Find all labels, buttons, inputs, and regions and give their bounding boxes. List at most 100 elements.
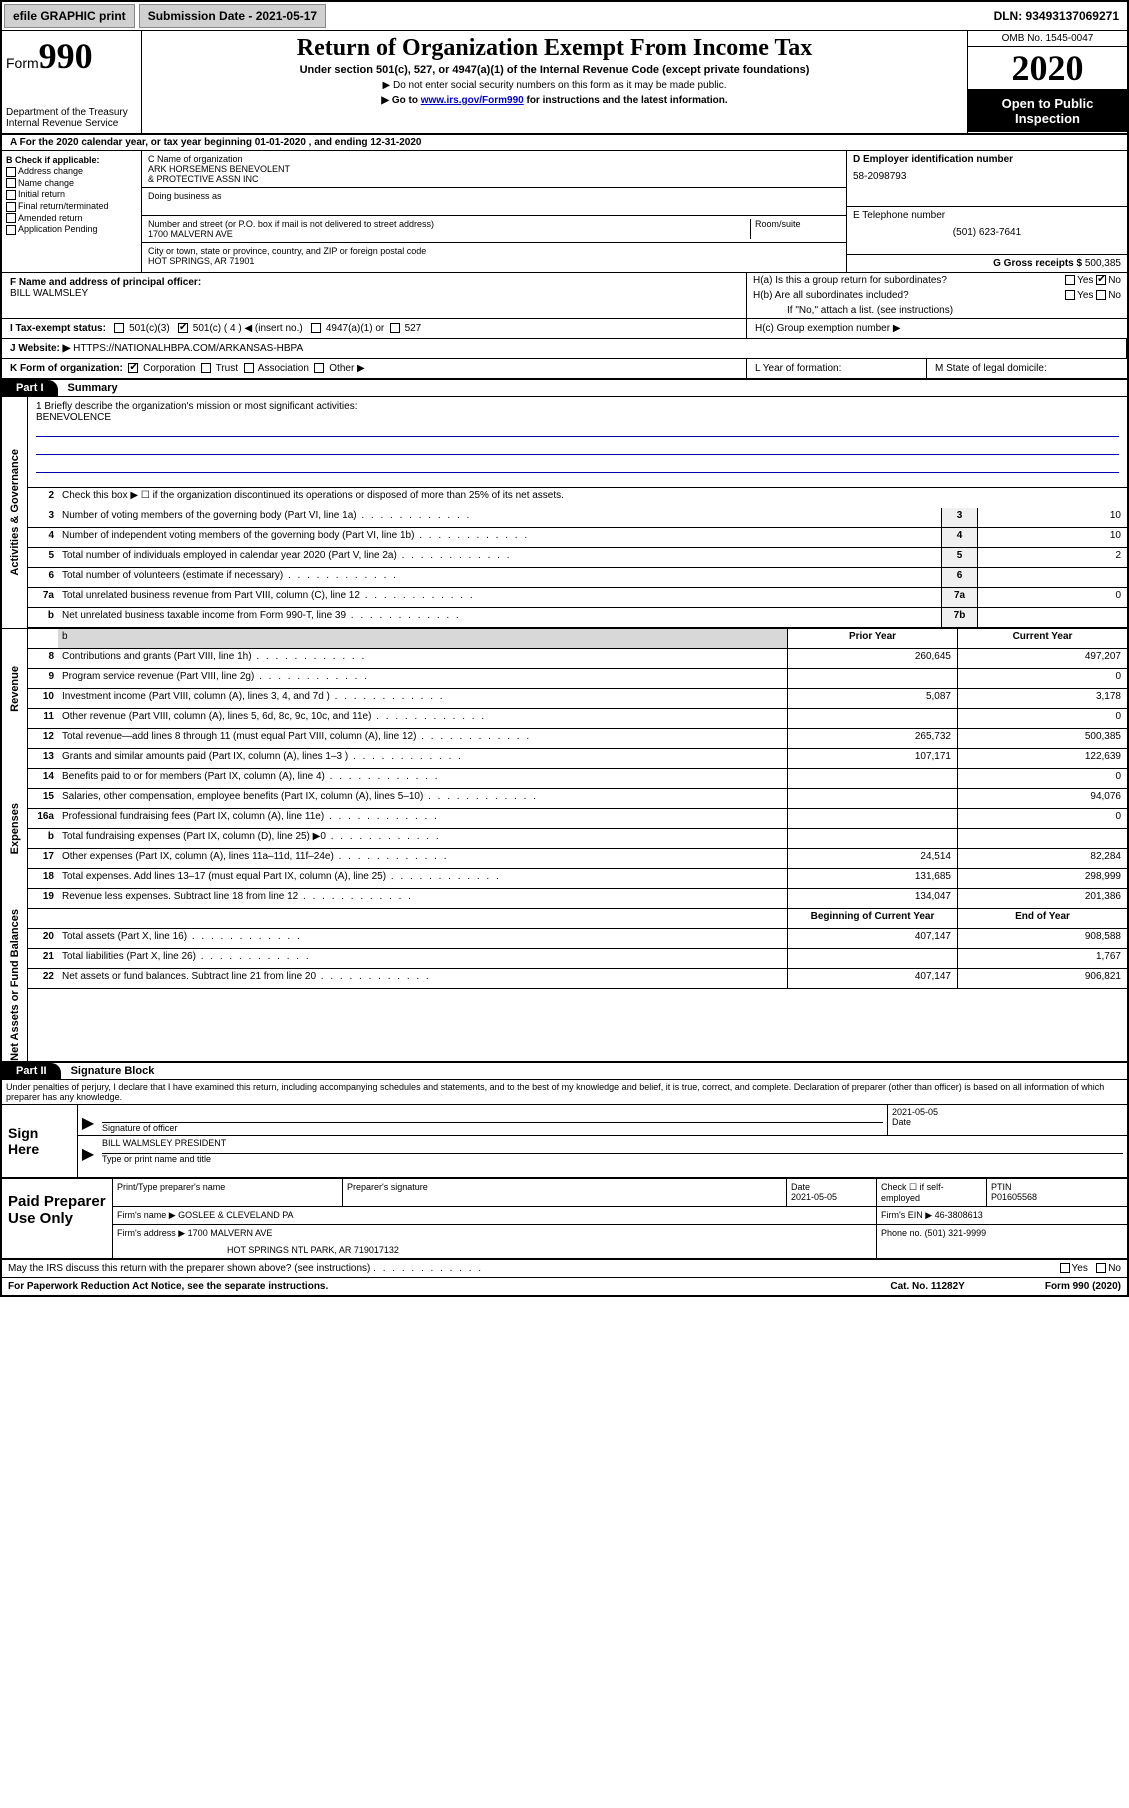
part1-title: Summary xyxy=(58,380,128,396)
two-col-line: 13Grants and similar amounts paid (Part … xyxy=(28,749,1127,769)
line1-label: 1 Briefly describe the organization's mi… xyxy=(36,401,1119,412)
two-col-line: 21Total liabilities (Part X, line 26)1,7… xyxy=(28,949,1127,969)
gov-vert-label: Activities & Governance xyxy=(2,397,28,628)
cb-application-pending[interactable]: Application Pending xyxy=(6,224,137,235)
begin-year-header: Beginning of Current Year xyxy=(787,909,957,928)
l-section: L Year of formation: xyxy=(747,359,927,378)
cb-527[interactable] xyxy=(390,323,400,333)
cb-trust[interactable] xyxy=(201,363,211,373)
sign-here-section: Sign Here ▶ Signature of officer 2021-05… xyxy=(2,1105,1127,1179)
org-name: ARK HORSEMENS BENEVOLENT & PROTECTIVE AS… xyxy=(148,164,840,184)
current-year-header: Current Year xyxy=(957,629,1127,648)
name-title-label: Type or print name and title xyxy=(102,1154,1123,1164)
two-col-line: bTotal fundraising expenses (Part IX, co… xyxy=(28,829,1127,849)
row-j: J Website: ▶ HTTPS://NATIONALHBPA.COM/AR… xyxy=(2,339,1127,359)
prep-date-value: 2021-05-05 xyxy=(791,1192,872,1202)
street-label: Number and street (or P.O. box if mail i… xyxy=(148,219,750,229)
prep-sig-label: Preparer's signature xyxy=(347,1182,782,1192)
part1-header-row: Part I Summary xyxy=(2,380,1127,397)
prior-year-header: Prior Year xyxy=(787,629,957,648)
hb-label: H(b) Are all subordinates included? xyxy=(753,290,909,301)
m-section: M State of legal domicile: xyxy=(927,359,1127,378)
cb-ha-yes[interactable] xyxy=(1065,275,1075,285)
cb-other[interactable] xyxy=(314,363,324,373)
two-col-line: 16aProfessional fundraising fees (Part I… xyxy=(28,809,1127,829)
firm-ein-label: Firm's EIN ▶ xyxy=(881,1210,932,1220)
arrow-icon: ▶ xyxy=(78,1105,98,1135)
cb-assoc[interactable] xyxy=(244,363,254,373)
line2-desc: Check this box ▶ ☐ if the organization d… xyxy=(58,488,1127,508)
cb-name-change[interactable]: Name change xyxy=(6,178,137,189)
cb-amended-return[interactable]: Amended return xyxy=(6,213,137,224)
net-section: Net Assets or Fund Balances Beginning of… xyxy=(2,909,1127,1063)
summary-line: 3Number of voting members of the governi… xyxy=(28,508,1127,528)
firm-addr1: 1700 MALVERN AVE xyxy=(188,1228,273,1238)
cb-discuss-yes[interactable] xyxy=(1060,1263,1070,1273)
part1-badge: Part I xyxy=(2,380,58,396)
form-prefix: Form xyxy=(6,55,39,71)
firm-addr-label: Firm's address ▶ xyxy=(117,1228,185,1238)
sig-officer-label: Signature of officer xyxy=(102,1123,883,1133)
summary-line: 6Total number of volunteers (estimate if… xyxy=(28,568,1127,588)
two-col-line: 8Contributions and grants (Part VIII, li… xyxy=(28,649,1127,669)
two-col-line: 9Program service revenue (Part VIII, lin… xyxy=(28,669,1127,689)
net-vert-label: Net Assets or Fund Balances xyxy=(2,909,28,1061)
cb-discuss-no[interactable] xyxy=(1096,1263,1106,1273)
rev-section: Revenue b Prior Year Current Year 8Contr… xyxy=(2,628,1127,749)
cb-address-change[interactable]: Address change xyxy=(6,166,137,177)
discuss-label: May the IRS discuss this return with the… xyxy=(8,1263,370,1274)
two-col-line: 15Salaries, other compensation, employee… xyxy=(28,789,1127,809)
firm-addr2: HOT SPRINGS NTL PARK, AR 719017132 xyxy=(117,1239,872,1255)
ptin-label: PTIN xyxy=(991,1182,1123,1192)
two-col-line: 17Other expenses (Part IX, column (A), l… xyxy=(28,849,1127,869)
cb-corp[interactable] xyxy=(128,363,138,373)
sig-date-label: Date xyxy=(892,1117,1123,1127)
row-klm: K Form of organization: Corporation Trus… xyxy=(2,359,1127,380)
hc-label: H(c) Group exemption number ▶ xyxy=(747,319,1127,338)
tax-year: 2020 xyxy=(968,47,1127,90)
cb-initial-return[interactable]: Initial return xyxy=(6,189,137,200)
arrow-icon: ▶ xyxy=(78,1136,98,1166)
col-f: F Name and address of principal officer:… xyxy=(2,273,747,318)
form-no-footer: Form 990 (2020) xyxy=(1045,1281,1121,1292)
col-h: H(a) Is this a group return for subordin… xyxy=(747,273,1127,318)
efile-button[interactable]: efile GRAPHIC print xyxy=(4,4,135,28)
ptin-value: P01605568 xyxy=(991,1192,1123,1202)
footer-final: For Paperwork Reduction Act Notice, see … xyxy=(2,1278,1127,1295)
two-col-line: 11Other revenue (Part VIII, column (A), … xyxy=(28,709,1127,729)
cb-final-return[interactable]: Final return/terminated xyxy=(6,201,137,212)
form-number: 990 xyxy=(39,36,93,76)
two-col-line: 12Total revenue—add lines 8 through 11 (… xyxy=(28,729,1127,749)
col-c: C Name of organization ARK HORSEMENS BEN… xyxy=(142,151,847,272)
part2-title: Signature Block xyxy=(61,1063,165,1079)
prep-phone-label: Phone no. xyxy=(881,1228,922,1238)
j-label: J Website: ▶ xyxy=(10,343,70,354)
room-label: Room/suite xyxy=(755,219,840,229)
sig-date-value: 2021-05-05 xyxy=(892,1107,1123,1117)
two-col-line: 18Total expenses. Add lines 13–17 (must … xyxy=(28,869,1127,889)
cb-hb-yes[interactable] xyxy=(1065,290,1075,300)
section-bcd: B Check if applicable: Address change Na… xyxy=(2,151,1127,273)
phone-value: (501) 623-7641 xyxy=(853,227,1121,238)
summary-line: bNet unrelated business taxable income f… xyxy=(28,608,1127,628)
cb-501c[interactable] xyxy=(178,323,188,333)
mission-line xyxy=(36,459,1119,473)
cb-hb-no[interactable] xyxy=(1096,290,1106,300)
f-label: F Name and address of principal officer: xyxy=(10,277,738,288)
submission-button[interactable]: Submission Date - 2021-05-17 xyxy=(139,4,326,28)
prep-check-label: Check ☐ if self-employed xyxy=(881,1182,982,1203)
dept-text: Department of the Treasury Internal Reve… xyxy=(6,107,137,129)
row-i: I Tax-exempt status: 501(c)(3) 501(c) ( … xyxy=(2,319,1127,339)
rev-vert-label: Revenue xyxy=(2,629,28,749)
form990-link[interactable]: www.irs.gov/Form990 xyxy=(421,95,524,106)
header-row: Form990 Department of the Treasury Inter… xyxy=(2,31,1127,135)
cb-501c3[interactable] xyxy=(114,323,124,333)
mission-line xyxy=(36,441,1119,455)
cb-4947[interactable] xyxy=(311,323,321,333)
cb-ha-no[interactable] xyxy=(1096,275,1106,285)
exp-section: Expenses 13Grants and similar amounts pa… xyxy=(2,749,1127,909)
col-b: B Check if applicable: Address change Na… xyxy=(2,151,142,272)
two-col-line: 22Net assets or fund balances. Subtract … xyxy=(28,969,1127,989)
city-label: City or town, state or province, country… xyxy=(148,246,840,256)
city-value: HOT SPRINGS, AR 71901 xyxy=(148,256,840,266)
